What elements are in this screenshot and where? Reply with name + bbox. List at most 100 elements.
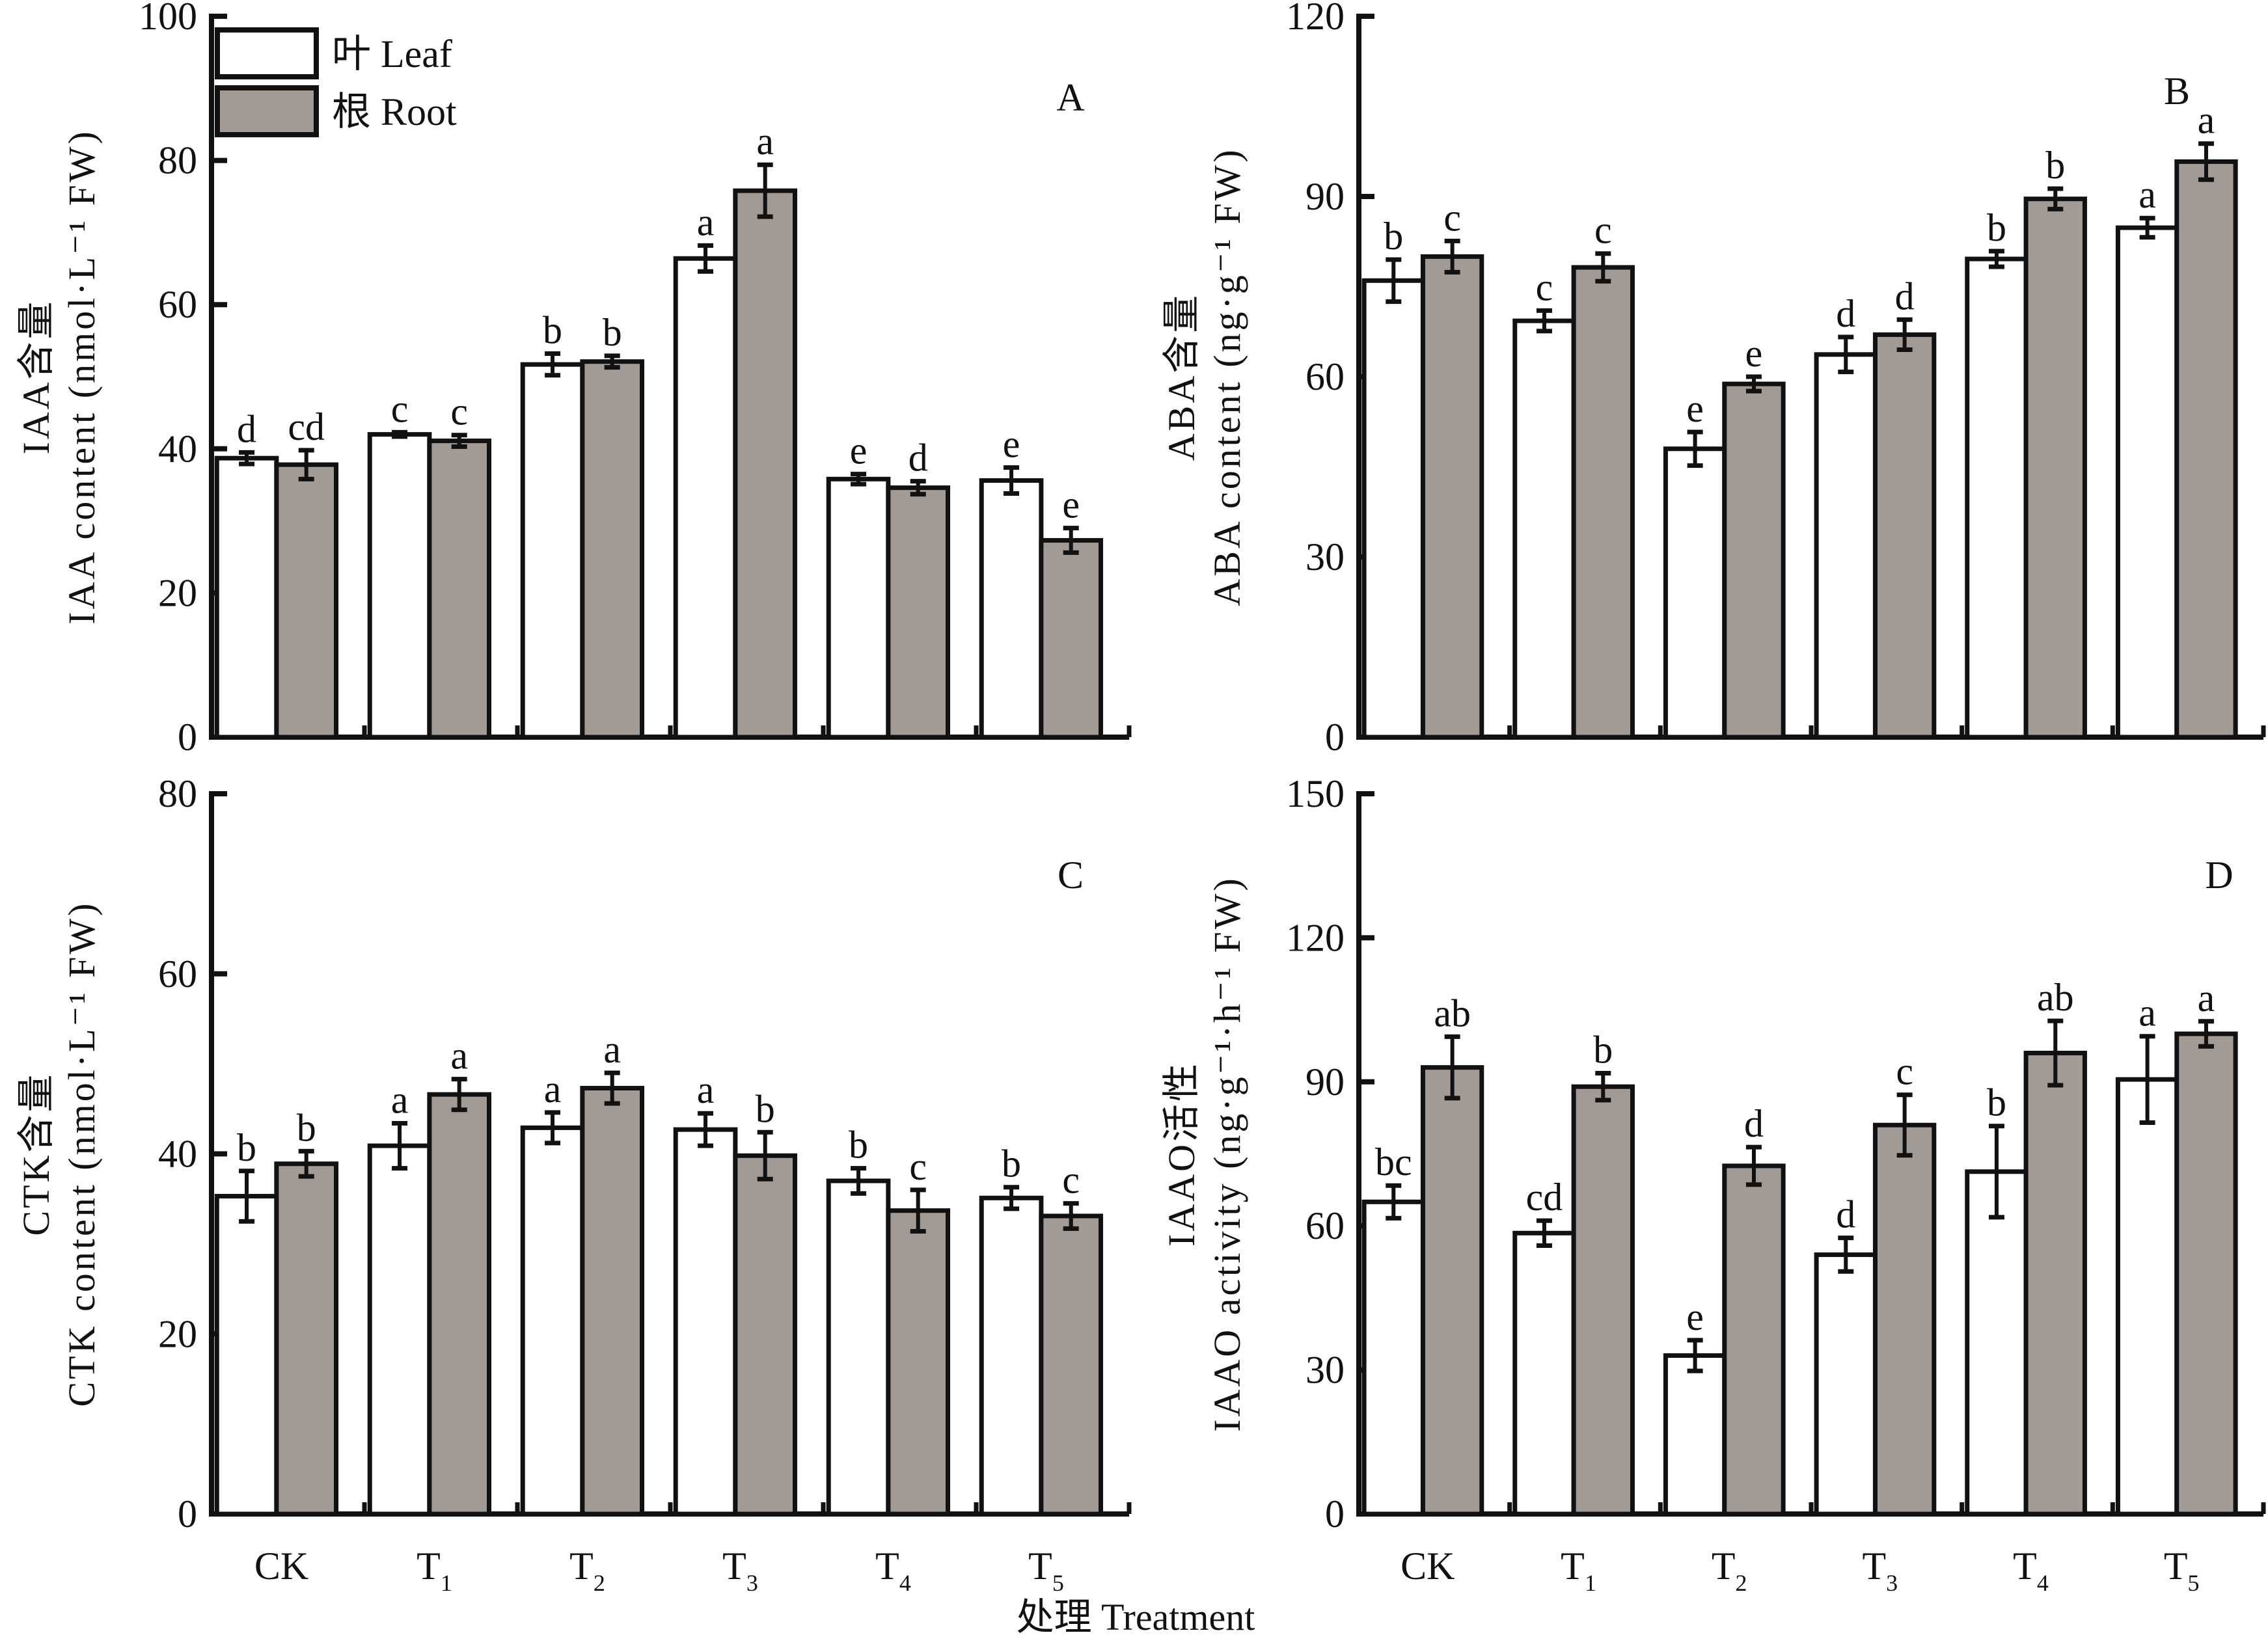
bar-root-t1 — [1571, 265, 1635, 740]
significance-letter: e — [1003, 423, 1020, 466]
y-tick-label: 60 — [158, 953, 197, 995]
y-tick-label: 80 — [158, 139, 197, 182]
significance-letter: a — [756, 120, 774, 163]
bar-root-t2 — [580, 1085, 645, 1517]
bar-root-t5 — [1039, 1213, 1104, 1517]
significance-letter: b — [849, 1124, 868, 1167]
significance-letter: d — [909, 437, 928, 480]
significance-letter: a — [2138, 173, 2156, 216]
y-tick-label: 120 — [1286, 916, 1345, 959]
significance-letter: a — [544, 1068, 562, 1111]
significance-letter: b — [1987, 1081, 2006, 1124]
panel-d: 0 30 60 90 120 150 bc ab cd b e d d c b ab a a D IAAO活性 IAAO… — [1160, 772, 2266, 1596]
y-tick-label: 20 — [158, 1312, 197, 1355]
bar-leaf-t3 — [673, 1127, 738, 1517]
x-tick-subscript: 5 — [2187, 1570, 2199, 1596]
significance-letter: a — [2138, 992, 2156, 1034]
panel-letter: B — [2164, 70, 2190, 113]
significance-letter: a — [603, 1028, 621, 1071]
x-tick-label: T2 — [1712, 1545, 1747, 1596]
bar-root-t2 — [580, 359, 645, 740]
bar-leaf-t1 — [367, 1143, 432, 1517]
bar-leaf-t3 — [1814, 352, 1878, 740]
significance-letter: bc — [1375, 1141, 1412, 1183]
bar-root-t4 — [886, 1208, 951, 1517]
bar-leaf-t1 — [1512, 1230, 1576, 1517]
y-tick-label: 60 — [1305, 355, 1345, 398]
significance-letter: a — [2198, 977, 2215, 1020]
bar-leaf-t5 — [979, 478, 1044, 740]
bar-root-ck — [274, 1161, 339, 1517]
significance-letter: c — [391, 387, 409, 430]
x-tick-label: T5 — [1028, 1545, 1064, 1596]
significance-letter: c — [909, 1145, 927, 1188]
significance-letter: e — [1686, 387, 1704, 430]
bar-leaf-t5 — [979, 1195, 1044, 1517]
bar-leaf-t1 — [367, 432, 432, 740]
bar-root-t3 — [1872, 332, 1937, 740]
legend-label-leaf: 叶 Leaf — [332, 33, 452, 75]
bar-leaf-t2 — [1663, 1353, 1727, 1517]
x-tick-label: T1 — [1561, 1545, 1596, 1596]
y-tick-label: 30 — [1305, 535, 1345, 578]
bar-root-t5 — [2174, 159, 2238, 740]
significance-letter: d — [1895, 275, 1915, 318]
significance-letter: d — [1744, 1102, 1764, 1145]
significance-letter: a — [697, 200, 715, 243]
y-tick-label: 120 — [1286, 0, 1345, 38]
bar-leaf-t5 — [2115, 1077, 2179, 1517]
significance-letter: a — [450, 1034, 468, 1077]
significance-letter: e — [1062, 483, 1080, 526]
x-tick-subscript: 4 — [2037, 1570, 2049, 1596]
x-tick-label: T3 — [1863, 1545, 1898, 1596]
x-tick-label: T4 — [875, 1545, 911, 1596]
bar-root-t3 — [733, 188, 798, 740]
y-tick-label: 0 — [178, 1493, 197, 1535]
bar-leaf-t4 — [826, 1178, 891, 1517]
panel-letter: A — [1056, 76, 1084, 119]
bar-leaf-t5 — [2115, 225, 2179, 740]
bar-leaf-t4 — [1965, 1169, 2029, 1517]
significance-letter: c — [1896, 1050, 1913, 1093]
significance-letter: b — [1593, 1029, 1613, 1072]
significance-letter: cd — [1526, 1176, 1563, 1219]
x-tick-label: T3 — [722, 1545, 758, 1596]
y-tick-label: 20 — [158, 571, 197, 614]
bar-root-t4 — [886, 485, 951, 740]
bar-leaf-ck — [1361, 1199, 1425, 1517]
significance-letter: b — [237, 1126, 256, 1169]
bar-root-t4 — [2023, 196, 2087, 740]
significance-letter: a — [2198, 99, 2215, 142]
x-tick-subscript: 4 — [899, 1570, 911, 1596]
significance-letter: d — [1836, 1193, 1855, 1236]
significance-letter: d — [1836, 292, 1855, 335]
x-tick-subscript: 2 — [594, 1570, 605, 1596]
significance-letter: c — [1594, 209, 1612, 252]
bar-root-ck — [1420, 254, 1484, 740]
bar-leaf-t2 — [1663, 446, 1727, 740]
y-tick-label: 90 — [1305, 1061, 1345, 1103]
x-tick-label: T4 — [2013, 1545, 2049, 1596]
bar-root-t1 — [427, 1092, 492, 1517]
x-tick-label: T1 — [417, 1545, 452, 1596]
significance-letter: b — [297, 1106, 316, 1149]
significance-letter: b — [603, 311, 622, 354]
bar-root-t3 — [733, 1153, 798, 1517]
y-axis-label-cn: IAA含量 — [15, 299, 57, 454]
bar-leaf-ck — [1361, 278, 1425, 740]
bar-root-t5 — [2174, 1031, 2238, 1517]
bar-root-t1 — [1571, 1084, 1635, 1517]
significance-letter: c — [1443, 196, 1461, 239]
significance-letter: a — [391, 1078, 409, 1121]
significance-letter: c — [450, 390, 468, 433]
significance-letter: a — [697, 1068, 715, 1111]
x-tick-subscript: 3 — [1886, 1570, 1898, 1596]
bar-leaf-t3 — [673, 256, 738, 740]
bar-leaf-ck — [214, 1194, 279, 1517]
bar-leaf-t2 — [520, 1125, 585, 1517]
y-axis-label-cn: IAAO活性 — [1160, 1061, 1203, 1247]
y-axis-label-en: ABA content (ng·g⁻¹ FW) — [1206, 147, 1248, 606]
bar-root-t2 — [1722, 1163, 1786, 1517]
y-axis-label-cn: ABA含量 — [1160, 293, 1203, 461]
